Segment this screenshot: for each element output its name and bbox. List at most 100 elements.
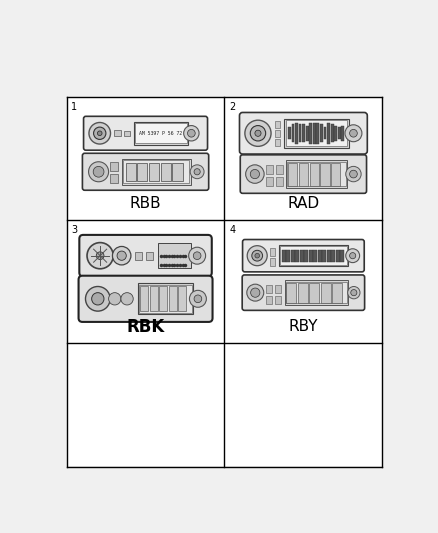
Bar: [275, 140, 280, 147]
Circle shape: [193, 252, 201, 260]
Bar: [331, 125, 333, 142]
Circle shape: [113, 246, 131, 265]
Bar: [287, 161, 346, 187]
Bar: [320, 163, 329, 185]
Bar: [225, 344, 382, 466]
Circle shape: [187, 130, 195, 137]
Circle shape: [184, 126, 199, 141]
Circle shape: [85, 287, 110, 311]
Bar: [302, 125, 305, 142]
Circle shape: [250, 169, 259, 179]
Bar: [324, 127, 326, 139]
Circle shape: [246, 165, 264, 183]
Bar: [288, 127, 291, 139]
Bar: [291, 250, 295, 262]
Bar: [336, 250, 340, 262]
Bar: [313, 123, 316, 143]
Bar: [126, 163, 136, 181]
Bar: [114, 130, 120, 136]
Bar: [295, 250, 299, 262]
Circle shape: [250, 126, 266, 141]
Bar: [67, 221, 224, 343]
Bar: [276, 165, 283, 174]
Bar: [327, 123, 330, 143]
Bar: [331, 163, 340, 185]
FancyBboxPatch shape: [78, 276, 212, 322]
Bar: [138, 284, 193, 314]
Circle shape: [194, 168, 200, 175]
Bar: [145, 252, 153, 260]
Circle shape: [252, 251, 263, 261]
Bar: [122, 159, 191, 185]
Bar: [284, 119, 349, 148]
Bar: [110, 161, 118, 171]
Bar: [266, 285, 272, 294]
Bar: [275, 296, 281, 304]
Circle shape: [351, 289, 357, 296]
Circle shape: [190, 165, 204, 179]
Text: RAD: RAD: [287, 196, 319, 211]
FancyBboxPatch shape: [242, 275, 364, 310]
Bar: [275, 121, 280, 128]
Circle shape: [87, 243, 113, 269]
Bar: [134, 122, 188, 145]
Circle shape: [121, 293, 133, 305]
Circle shape: [96, 252, 104, 260]
Circle shape: [117, 251, 126, 260]
FancyBboxPatch shape: [240, 112, 367, 154]
Circle shape: [346, 166, 361, 182]
Bar: [279, 245, 348, 266]
Bar: [309, 123, 312, 143]
Circle shape: [350, 253, 356, 259]
Bar: [341, 126, 344, 141]
Bar: [123, 160, 190, 183]
Bar: [338, 127, 341, 139]
Text: RBY: RBY: [289, 319, 318, 334]
Bar: [270, 248, 275, 256]
Bar: [286, 282, 296, 303]
Bar: [135, 252, 142, 260]
Circle shape: [255, 253, 259, 258]
Bar: [158, 244, 191, 268]
Circle shape: [245, 120, 271, 147]
Circle shape: [89, 123, 110, 144]
Bar: [332, 282, 342, 303]
Bar: [137, 163, 148, 181]
Circle shape: [247, 284, 264, 301]
Bar: [67, 98, 224, 220]
Bar: [286, 160, 347, 188]
FancyBboxPatch shape: [243, 239, 364, 272]
Bar: [276, 177, 283, 187]
Bar: [309, 250, 313, 262]
Bar: [135, 123, 187, 143]
Circle shape: [88, 161, 109, 182]
Bar: [300, 250, 304, 262]
Bar: [225, 98, 382, 220]
Bar: [322, 250, 326, 262]
Bar: [321, 282, 331, 303]
Bar: [140, 287, 148, 311]
Bar: [225, 221, 382, 343]
Bar: [150, 287, 158, 311]
FancyBboxPatch shape: [84, 116, 208, 150]
Bar: [286, 282, 347, 303]
Circle shape: [350, 130, 357, 137]
Circle shape: [109, 293, 121, 305]
Text: 3: 3: [71, 225, 78, 235]
Bar: [327, 250, 331, 262]
Bar: [286, 120, 347, 147]
Bar: [292, 125, 294, 142]
Circle shape: [348, 287, 360, 299]
Bar: [332, 250, 335, 262]
Bar: [280, 246, 346, 265]
Text: RBK: RBK: [127, 318, 165, 336]
Circle shape: [255, 130, 261, 136]
Bar: [314, 250, 317, 262]
Bar: [285, 280, 349, 305]
Bar: [110, 174, 118, 183]
Circle shape: [345, 125, 362, 142]
FancyBboxPatch shape: [82, 154, 208, 190]
Bar: [317, 123, 319, 143]
Bar: [310, 163, 319, 185]
Circle shape: [247, 246, 267, 265]
